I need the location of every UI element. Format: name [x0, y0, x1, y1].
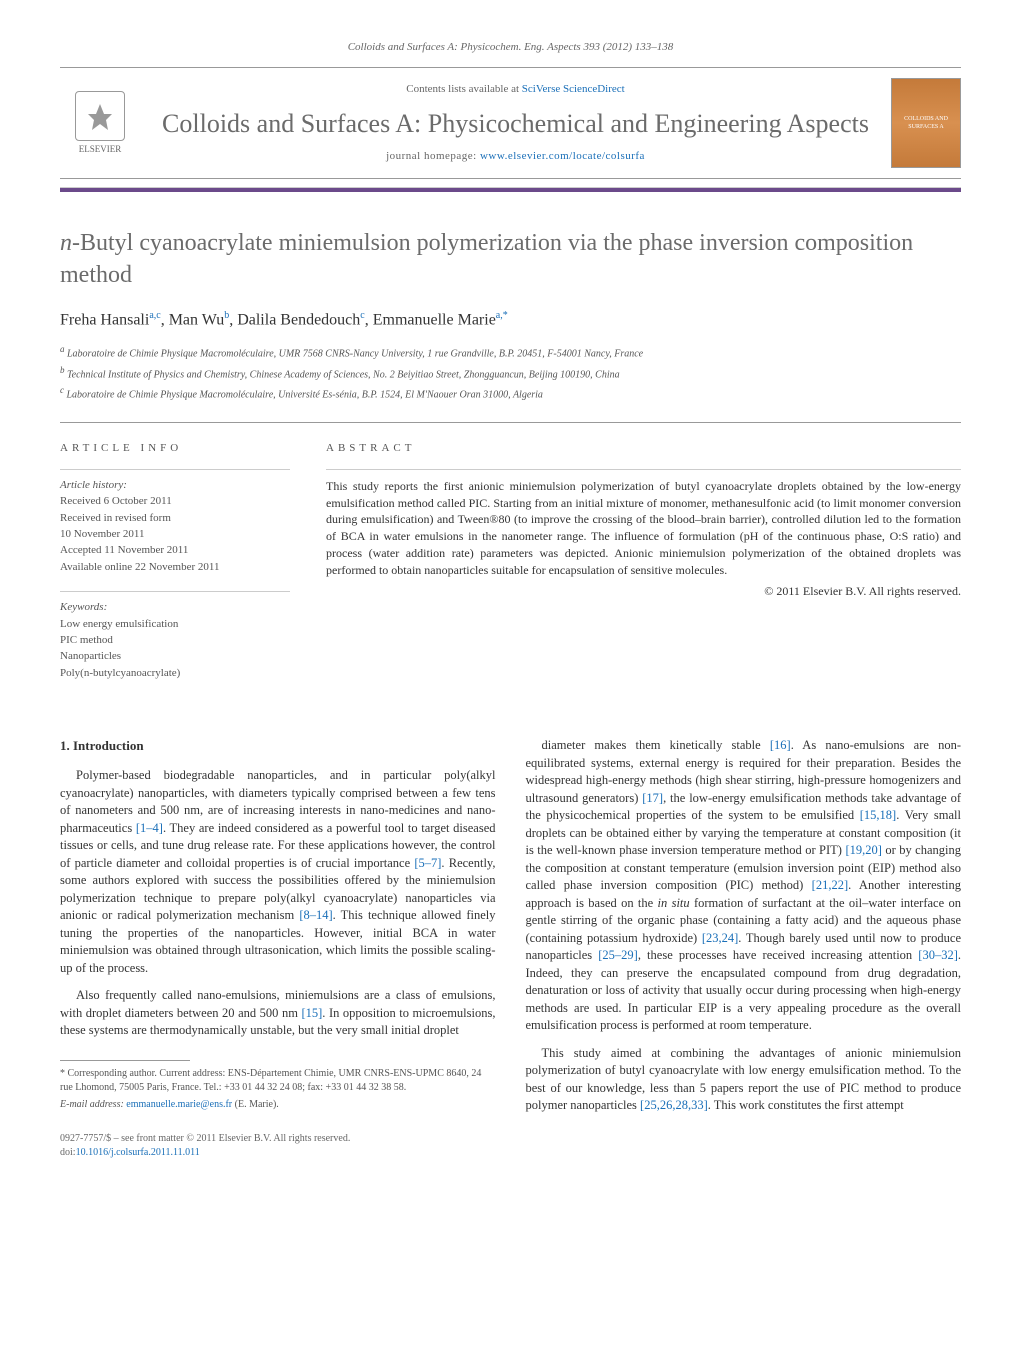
footnote-separator	[60, 1060, 190, 1061]
title-italic-prefix: n	[60, 230, 72, 256]
history-line: Received 6 October 2011	[60, 494, 290, 509]
affiliation-line: c Laboratoire de Chimie Physique Macromo…	[60, 384, 961, 402]
article-info-heading: article info	[60, 441, 290, 456]
reference-link[interactable]: [23,24]	[702, 931, 738, 945]
doi-link[interactable]: 10.1016/j.colsurfa.2011.11.011	[76, 1147, 200, 1158]
elsevier-tree-icon	[75, 91, 125, 141]
journal-header: ELSEVIER Contents lists available at Sci…	[60, 67, 961, 179]
history-line: Received in revised form	[60, 511, 290, 526]
reference-link[interactable]: [15,18]	[860, 808, 896, 822]
keyword-line: Nanoparticles	[60, 649, 290, 664]
reference-link[interactable]: [1–4]	[136, 821, 163, 835]
history-line: 10 November 2011	[60, 527, 290, 542]
journal-reference: Colloids and Surfaces A: Physicochem. En…	[60, 40, 961, 55]
contents-prefix: Contents lists available at	[406, 83, 521, 95]
body-paragraph: Polymer-based biodegradable nanoparticle…	[60, 767, 496, 977]
reference-link[interactable]: [5–7]	[414, 856, 441, 870]
page-footer: 0927-7757/$ – see front matter © 2011 El…	[60, 1132, 496, 1160]
reference-link[interactable]: [21,22]	[812, 878, 848, 892]
publisher-name: ELSEVIER	[79, 143, 122, 156]
body-paragraph: This study aimed at combining the advant…	[526, 1045, 962, 1115]
homepage-link[interactable]: www.elsevier.com/locate/colsurfa	[480, 150, 645, 162]
contents-line: Contents lists available at SciVerse Sci…	[152, 82, 879, 97]
history-line: Available online 22 November 2011	[60, 560, 290, 575]
footer-copyright: 0927-7757/$ – see front matter © 2011 El…	[60, 1132, 496, 1146]
article-title: n-Butyl cyanoacrylate miniemulsion polym…	[60, 228, 961, 290]
email-link[interactable]: emmanuelle.marie@ens.fr	[126, 1099, 232, 1110]
sciencedirect-link[interactable]: SciVerse ScienceDirect	[522, 83, 625, 95]
reference-link[interactable]: [19,20]	[845, 843, 881, 857]
reference-link[interactable]: [16]	[770, 738, 791, 752]
keyword-line: Poly(n-butylcyanoacrylate)	[60, 666, 290, 681]
history-line: Accepted 11 November 2011	[60, 543, 290, 558]
body-columns: 1. Introduction Polymer-based biodegrada…	[60, 737, 961, 1160]
reference-link[interactable]: [25–29]	[598, 948, 638, 962]
abstract-copyright: © 2011 Elsevier B.V. All rights reserved…	[326, 583, 961, 600]
affiliations: a Laboratoire de Chimie Physique Macromo…	[60, 343, 961, 402]
journal-title: Colloids and Surfaces A: Physicochemical…	[152, 108, 879, 139]
reference-link[interactable]: [17]	[642, 791, 663, 805]
reference-link[interactable]: [25,26,28,33]	[640, 1098, 708, 1112]
intro-heading: 1. Introduction	[60, 737, 496, 755]
abstract-text: This study reports the first anionic min…	[326, 469, 961, 579]
title-rest: -Butyl cyanoacrylate miniemulsion polyme…	[60, 230, 913, 287]
publisher-logo: ELSEVIER	[60, 83, 140, 163]
keyword-line: Low energy emulsification	[60, 617, 290, 632]
email-footnote: E-mail address: emmanuelle.marie@ens.fr …	[60, 1098, 496, 1112]
keyword-line: PIC method	[60, 633, 290, 648]
corresponding-author-footnote: * Corresponding author. Current address:…	[60, 1067, 496, 1095]
journal-cover-thumbnail: COLLOIDS AND SURFACES A	[891, 78, 961, 168]
email-label: E-mail address:	[60, 1099, 126, 1110]
homepage-prefix: journal homepage:	[386, 150, 480, 162]
body-column-right: diameter makes them kinetically stable […	[526, 737, 962, 1160]
reference-link[interactable]: [30–32]	[918, 948, 958, 962]
body-paragraph: diameter makes them kinetically stable […	[526, 737, 962, 1035]
affiliation-line: a Laboratoire de Chimie Physique Macromo…	[60, 343, 961, 361]
keywords-block: Keywords: Low energy emulsificationPIC m…	[60, 591, 290, 681]
homepage-line: journal homepage: www.elsevier.com/locat…	[152, 149, 879, 164]
cover-text: COLLOIDS AND SURFACES A	[896, 115, 956, 132]
article-history: Article history: Received 6 October 2011…	[60, 469, 290, 575]
history-label: Article history:	[60, 478, 290, 493]
keywords-label: Keywords:	[60, 600, 290, 615]
abstract-heading: abstract	[326, 441, 961, 456]
accent-divider	[60, 188, 961, 192]
body-column-left: 1. Introduction Polymer-based biodegrada…	[60, 737, 496, 1160]
body-paragraph: Also frequently called nano-emulsions, m…	[60, 987, 496, 1040]
reference-link[interactable]: [8–14]	[299, 908, 332, 922]
doi-prefix: doi:	[60, 1147, 76, 1158]
email-suffix: (E. Marie).	[232, 1099, 279, 1110]
reference-link[interactable]: [15]	[301, 1006, 322, 1020]
authors-line: Freha Hansalia,c, Man Wub, Dalila Bended…	[60, 309, 961, 332]
affiliation-line: b Technical Institute of Physics and Che…	[60, 364, 961, 382]
